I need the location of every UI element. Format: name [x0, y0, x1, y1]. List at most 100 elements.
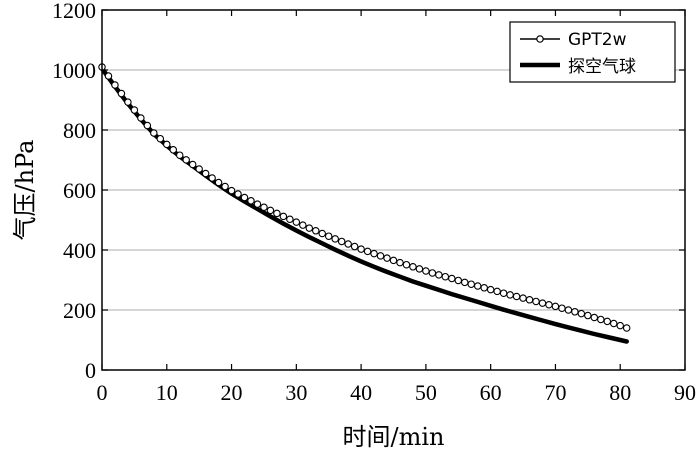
gpt2w-marker [448, 274, 456, 283]
gpt2w-marker [558, 304, 566, 312]
x-axis-label: 时间/min [343, 423, 445, 451]
gpt2w-marker [273, 209, 281, 218]
gpt2w-marker [493, 287, 501, 296]
gpt2w-marker [137, 114, 145, 122]
gpt2w-marker [409, 263, 417, 271]
x-tick-label: 80 [609, 380, 631, 405]
gpt2w-marker [182, 156, 190, 164]
gpt2w-marker [344, 240, 352, 248]
gpt2w-marker [376, 252, 385, 260]
y-tick-label: 1200 [52, 0, 96, 23]
gpt2w-marker [195, 165, 203, 173]
gpt2w-marker [402, 260, 411, 269]
gpt2w-marker [603, 317, 612, 326]
gpt2w-marker [299, 221, 307, 229]
gpt2w-marker [247, 197, 255, 205]
gpt2w-marker [396, 258, 404, 267]
gpt2w-marker [163, 140, 171, 149]
gpt2w-marker [422, 267, 430, 275]
gpt2w-marker [363, 247, 372, 256]
gpt2w-marker [383, 254, 391, 262]
gpt2w-marker [143, 121, 152, 130]
gpt2w-marker [175, 151, 184, 159]
gpt2w-marker [370, 249, 378, 258]
gpt2w-marker [519, 294, 527, 302]
gpt2w-marker [597, 315, 605, 324]
gpt2w-marker [499, 289, 508, 297]
gpt2w-marker [331, 235, 339, 243]
gpt2w-marker [590, 313, 599, 322]
gpt2w-marker [551, 302, 560, 311]
gpt2w-marker [389, 256, 398, 265]
gpt2w-marker [564, 306, 573, 314]
gpt2w-marker [584, 311, 592, 320]
y-tick-label: 0 [85, 358, 96, 383]
gpt2w-marker [214, 178, 223, 187]
gpt2w-marker [312, 227, 320, 235]
x-tick-label: 40 [350, 380, 372, 405]
gpt2w-marker [111, 81, 119, 89]
gpt2w-marker [622, 324, 631, 332]
gpt2w-marker [156, 134, 165, 143]
gpt2w-marker [292, 218, 301, 226]
gpt2w-marker [260, 203, 268, 212]
x-tick-label: 90 [674, 380, 696, 405]
gpt2w-marker [486, 285, 495, 294]
gpt2w-marker [318, 229, 326, 238]
gpt2w-marker [221, 182, 229, 191]
y-tick-label: 600 [63, 178, 96, 203]
gpt2w-marker [208, 174, 216, 182]
gpt2w-marker [480, 284, 488, 292]
series-layer [98, 63, 631, 344]
gpt2w-marker [435, 271, 443, 279]
x-tick-label: 20 [221, 380, 243, 405]
x-tick-label: 50 [415, 380, 437, 405]
gpt2w-marker [415, 265, 424, 273]
legend-box [509, 21, 676, 83]
gpt2w-marker [227, 186, 236, 195]
gpt2w-marker [506, 291, 514, 299]
axis-ticks: 0 10 20 30 40 50 60 70 80 90 0 200 400 600 800 1000 1200 [52, 0, 696, 405]
gpt2w-marker [525, 296, 534, 304]
y-tick-label: 800 [63, 118, 96, 143]
series-markers-gpt2w [98, 63, 631, 332]
gpt2w-marker [616, 321, 624, 330]
gpt2w-marker [337, 237, 346, 246]
y-tick-label: 1000 [52, 58, 96, 83]
gpt2w-marker [253, 200, 262, 208]
legend-label-radiosonde: 探空气球 [568, 57, 636, 77]
gpt2w-marker [428, 269, 437, 277]
x-tick-label: 0 [97, 380, 108, 405]
gpt2w-marker [240, 193, 249, 202]
gpt2w-marker [279, 212, 288, 221]
gpt2w-marker [188, 160, 197, 169]
gpt2w-marker [571, 308, 579, 316]
gpt2w-marker [266, 206, 275, 215]
gpt2w-marker [169, 146, 178, 154]
gpt2w-marker [473, 282, 482, 290]
gpt2w-marker [461, 278, 469, 287]
gpt2w-marker [577, 309, 586, 318]
legend-marker-gpt2w [536, 35, 544, 43]
gpt2w-marker [104, 72, 113, 80]
gpt2w-marker [609, 319, 618, 328]
gpt2w-marker [234, 190, 242, 198]
gpt2w-marker [467, 280, 475, 288]
gpt2w-marker [286, 215, 294, 224]
gpt2w-marker [350, 242, 359, 251]
gpt2w-marker [538, 299, 547, 307]
gpt2w-marker [441, 272, 450, 281]
gpt2w-marker [117, 89, 126, 98]
y-tick-label: 200 [63, 298, 96, 323]
x-tick-label: 10 [156, 380, 178, 405]
gpt2w-marker [545, 300, 553, 309]
gpt2w-marker [124, 98, 132, 106]
gpt2w-marker [512, 292, 521, 301]
legend-label-gpt2w: GPT2w [568, 30, 627, 50]
gpt2w-marker [532, 297, 540, 306]
gpt2w-marker [305, 224, 314, 232]
gpt2w-marker [201, 169, 210, 178]
gpt2w-marker [357, 245, 365, 253]
x-tick-label: 70 [544, 380, 566, 405]
